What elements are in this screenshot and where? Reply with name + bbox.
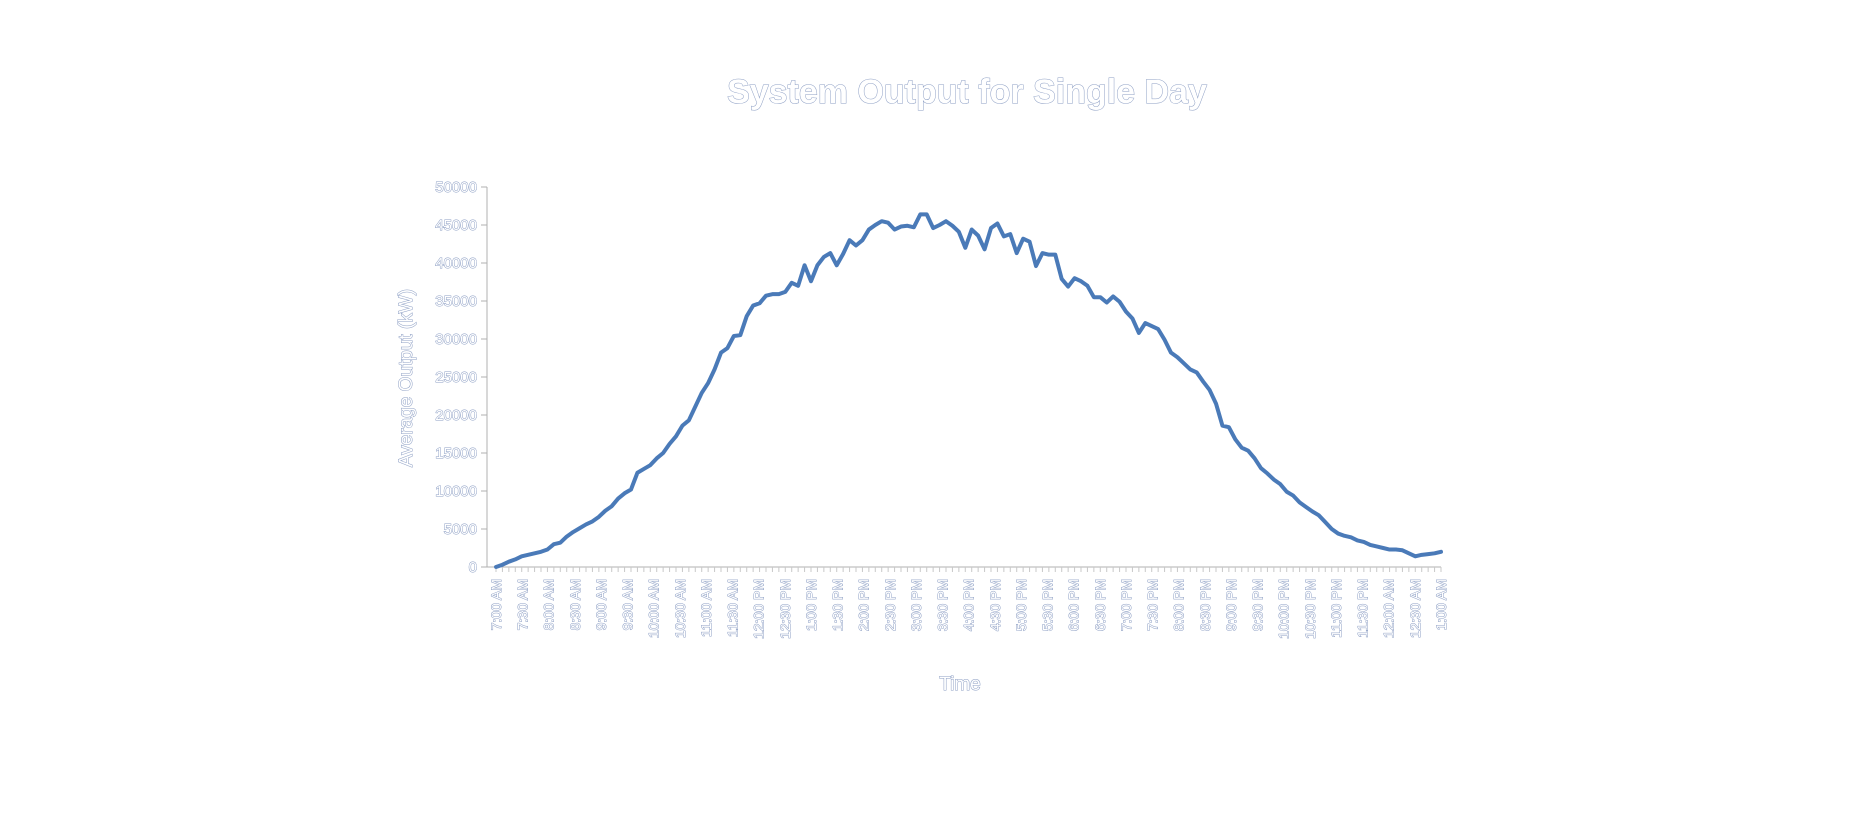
x-tick-label: 10:30 PM [1302, 579, 1318, 639]
x-tick-label: 7:30 AM [514, 579, 530, 630]
x-tick-label: 1:30 PM [829, 579, 845, 631]
x-tick-label: 9:30 PM [1249, 579, 1265, 631]
x-tick-label: 1:00 AM [1433, 579, 1449, 630]
x-tick-label: 4:00 PM [961, 579, 977, 631]
series-line-average-output [494, 212, 1443, 569]
x-tick-label: 9:30 AM [619, 579, 635, 630]
x-tick-label: 2:00 PM [856, 579, 872, 631]
x-axis: 7:00 AM 7:30 AM 8:00 AM 8:30 AM 9:00 AM 9:30 … [487, 566, 1450, 639]
x-tick-label: 7:00 PM [1118, 579, 1134, 631]
x-tick-label: 11:30 PM [1354, 579, 1370, 638]
x-tick-label: 10:00 PM [1276, 579, 1292, 639]
x-tick-label: 6:00 PM [1066, 579, 1082, 631]
x-tick-label: 1:00 PM [803, 579, 819, 631]
x-tick-label: 9:00 PM [1223, 579, 1239, 631]
x-tick-label: 7:00 AM [488, 579, 504, 630]
chart-title: System Output for Single Day [727, 73, 1207, 111]
x-axis-title: Time [939, 674, 981, 695]
x-tick-label: 8:00 AM [541, 579, 557, 630]
y-tick-label: 25000 [435, 369, 477, 386]
x-tick-label: 5:30 PM [1039, 579, 1055, 631]
x-tick-label: 11:00 AM [698, 579, 714, 637]
y-tick-label: 35000 [435, 293, 477, 310]
x-tick-label: 8:00 PM [1171, 579, 1187, 631]
y-tick-label: 50000 [435, 179, 477, 196]
y-axis: 0 5000 10000 15000 20000 25000 30000 35000 40000… [435, 179, 488, 577]
y-tick-label: 15000 [435, 445, 477, 462]
x-tick-label: 9:00 AM [593, 579, 609, 630]
x-tick-label: 12:00 AM [1381, 579, 1397, 638]
x-tick-label: 11:30 AM [724, 579, 740, 637]
x-tick-label: 11:00 PM [1328, 579, 1344, 638]
x-tick-label: 10:30 AM [672, 579, 688, 638]
y-tick-label: 30000 [435, 331, 477, 348]
x-tick-label: 10:00 AM [646, 579, 662, 638]
y-tick-label: 20000 [435, 407, 477, 424]
x-tick-label: 12:30 AM [1407, 579, 1423, 638]
x-tick-label: 12:00 PM [751, 579, 767, 639]
x-tick-label: 6:30 PM [1092, 579, 1108, 631]
x-tick-label: 7:30 PM [1144, 579, 1160, 631]
y-tick-label: 40000 [435, 255, 477, 272]
x-tick-label: 3:30 PM [934, 579, 950, 631]
x-tick-label: 2:30 PM [882, 579, 898, 631]
y-tick-label: 45000 [435, 217, 477, 234]
x-tick-label: 8:30 AM [567, 579, 583, 630]
x-tick-label: 12:30 PM [777, 579, 793, 639]
x-tick-label: 5:00 PM [1013, 579, 1029, 631]
y-tick-label: 0 [469, 559, 477, 576]
x-tick-label: 8:30 PM [1197, 579, 1213, 631]
y-tick-label: 10000 [435, 483, 477, 500]
x-tick-label: 3:00 PM [908, 579, 924, 631]
y-tick-label: 5000 [444, 521, 477, 538]
series-layer [494, 212, 1443, 569]
y-axis-title: Average Output (kW) [396, 289, 417, 467]
x-tick-label: 4:30 PM [987, 579, 1003, 631]
